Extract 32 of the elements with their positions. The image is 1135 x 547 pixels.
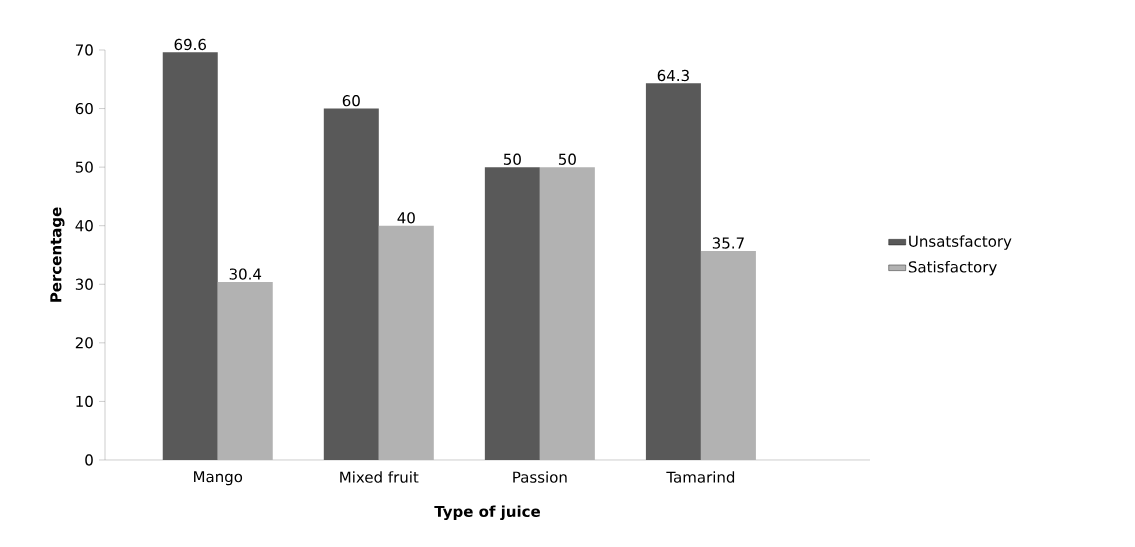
y-tick-label: 50 bbox=[75, 161, 93, 173]
bar bbox=[539, 167, 595, 460]
data-label: 50 bbox=[503, 153, 521, 165]
bar bbox=[162, 52, 218, 460]
y-tick-label: 70 bbox=[75, 44, 93, 56]
legend-label: Unsatsfactory bbox=[909, 235, 1012, 250]
legend-label: Satisfactory bbox=[908, 260, 997, 276]
x-tick-label: Tamarind bbox=[666, 471, 735, 483]
bar bbox=[645, 83, 701, 460]
bar bbox=[378, 225, 434, 460]
x-tick-label: Mixed fruit bbox=[340, 471, 419, 483]
x-tick-label: Mango bbox=[194, 471, 243, 486]
y-tick-label: 0 bbox=[85, 454, 93, 466]
y-tick-label: 60 bbox=[75, 102, 93, 115]
x-axis-title: Type of juice bbox=[434, 505, 541, 521]
data-label: 64.3 bbox=[657, 69, 689, 82]
y-tick-label: 20 bbox=[75, 337, 93, 349]
x-tick-label: Passion bbox=[513, 471, 567, 483]
data-label: 40 bbox=[397, 212, 415, 224]
data-label: 50 bbox=[558, 153, 576, 165]
data-label: 30.4 bbox=[229, 268, 262, 280]
data-label: 69.6 bbox=[174, 38, 206, 51]
bar bbox=[323, 108, 379, 460]
y-tick-label: 40 bbox=[75, 220, 93, 232]
data-label: 60 bbox=[342, 95, 360, 107]
bar bbox=[484, 167, 540, 460]
y-tick-label: 30 bbox=[75, 278, 93, 290]
bar bbox=[217, 281, 273, 460]
data-label: 35.7 bbox=[712, 237, 744, 249]
bar bbox=[700, 250, 756, 460]
y-axis-title: Percentage bbox=[50, 207, 65, 302]
y-tick-label: 10 bbox=[76, 395, 93, 408]
